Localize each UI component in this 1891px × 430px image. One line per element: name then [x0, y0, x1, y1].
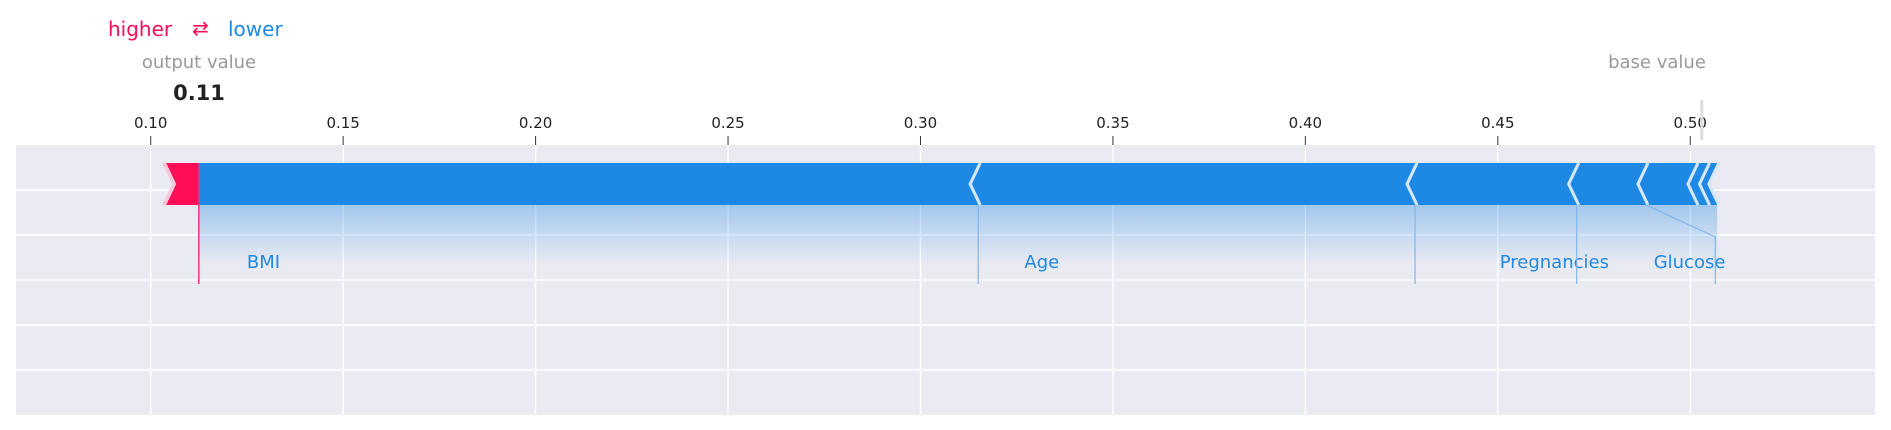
feature-label-glucose: Glucose	[1654, 252, 1726, 273]
segment-separator	[1686, 162, 1700, 206]
x-tick-label: 0.10	[134, 114, 167, 132]
segment-separator	[1405, 162, 1419, 206]
lower-shade-gradient	[198, 205, 1718, 265]
feature-label-age: Age	[1024, 252, 1059, 273]
lower-force-segment	[1405, 163, 1577, 205]
segment-separator	[1567, 162, 1581, 206]
lower-force-segment	[198, 163, 979, 205]
x-tick-label: 0.20	[519, 114, 552, 132]
lower-force-segment	[1566, 163, 1646, 205]
feature-labels: BMI Age Pregnancies Glucose	[198, 204, 1726, 284]
segment-separator	[1707, 162, 1721, 206]
legend-higher-label: higher	[108, 17, 173, 41]
x-tick-label: 0.30	[904, 114, 937, 132]
legend: higher ⇄ lower	[108, 16, 283, 41]
segment-separator	[1636, 162, 1650, 206]
x-tick-label: 0.25	[711, 114, 744, 132]
lower-force-segment	[1697, 163, 1718, 205]
higher-segment-edge	[162, 163, 176, 205]
x-tick-label: 0.40	[1289, 114, 1322, 132]
segment-separator	[968, 162, 982, 206]
x-tick-label: 0.45	[1481, 114, 1514, 132]
segment-separator	[1697, 162, 1711, 206]
swap-arrow-icon: ⇄	[192, 16, 209, 40]
lower-shade	[198, 205, 1718, 265]
output-value-number: 0.11	[173, 81, 225, 105]
legend-lower-label: lower	[228, 17, 283, 41]
force-bars	[162, 162, 1721, 206]
output-value-label: output value	[142, 52, 256, 73]
lower-force-segment	[968, 163, 1416, 205]
feature-label-bmi: BMI	[247, 252, 280, 273]
feature-leader-line	[1645, 204, 1716, 284]
base-value-label: base value	[1608, 52, 1706, 73]
x-tick-label: 0.15	[326, 114, 359, 132]
lower-force-segment	[1635, 163, 1697, 205]
x-tick-label: 0.35	[1096, 114, 1129, 132]
feature-label-pregnancies: Pregnancies	[1500, 252, 1609, 273]
x-axis-ticks: 0.10 0.15 0.20 0.25 0.30 0.35 0.40 0.45 0.50	[134, 100, 1707, 145]
higher-force-segment	[166, 163, 199, 205]
x-tick-label: 0.50	[1674, 114, 1707, 132]
